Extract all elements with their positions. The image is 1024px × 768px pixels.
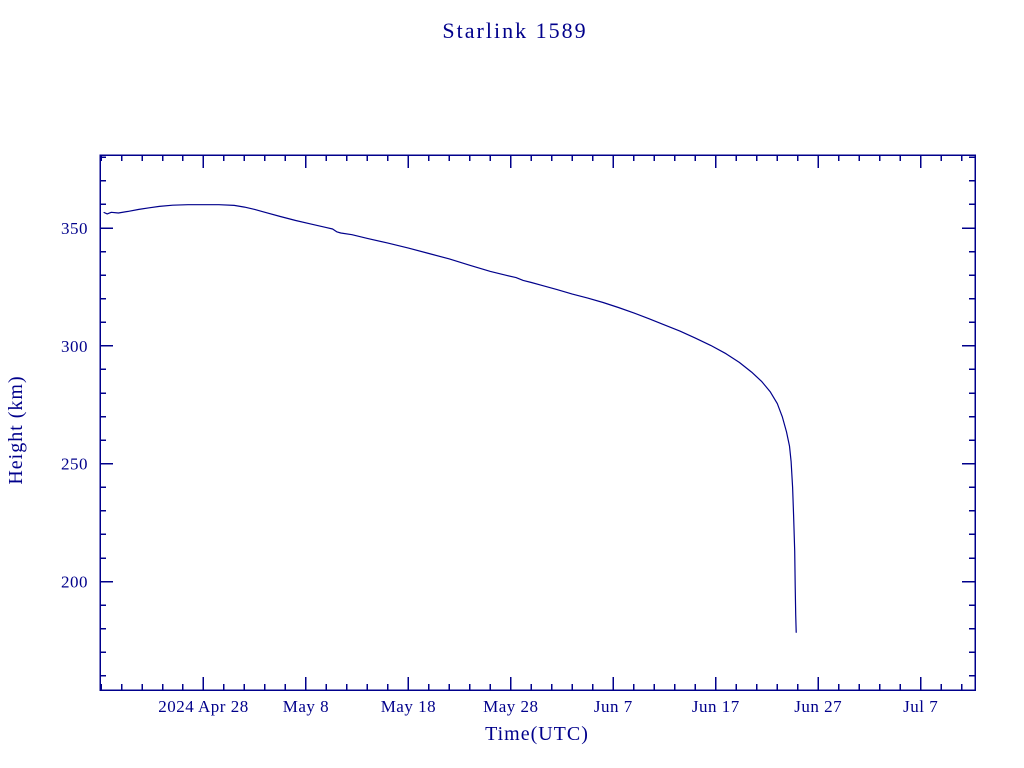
height-series-line — [103, 204, 797, 633]
x-tick-label: May 8 — [283, 697, 329, 716]
y-tick-label: 250 — [61, 455, 88, 474]
y-tick-label: 200 — [61, 573, 88, 592]
x-tick-label: May 28 — [483, 697, 538, 716]
x-tick-label: Jun 27 — [794, 697, 842, 716]
y-tick-label: 350 — [61, 219, 88, 238]
y-axis-label: Height (km) — [5, 375, 27, 484]
x-tick-label: Jul 7 — [903, 697, 938, 716]
axis-ticks — [100, 155, 975, 690]
chart-title: Starlink 1589 — [442, 18, 587, 43]
x-tick-label: Jun 7 — [594, 697, 633, 716]
axis-tick-labels: 2024 Apr 28 May 8 May 18 May 28 Jun 7 Jun 17 J… — [61, 219, 938, 716]
y-tick-label: 300 — [61, 337, 88, 356]
x-tick-label: May 18 — [381, 697, 436, 716]
plot-frame — [99, 154, 976, 691]
x-tick-label: 2024 Apr 28 — [158, 697, 249, 716]
x-tick-label: Jun 17 — [692, 697, 740, 716]
x-axis-label: Time(UTC) — [485, 723, 589, 745]
